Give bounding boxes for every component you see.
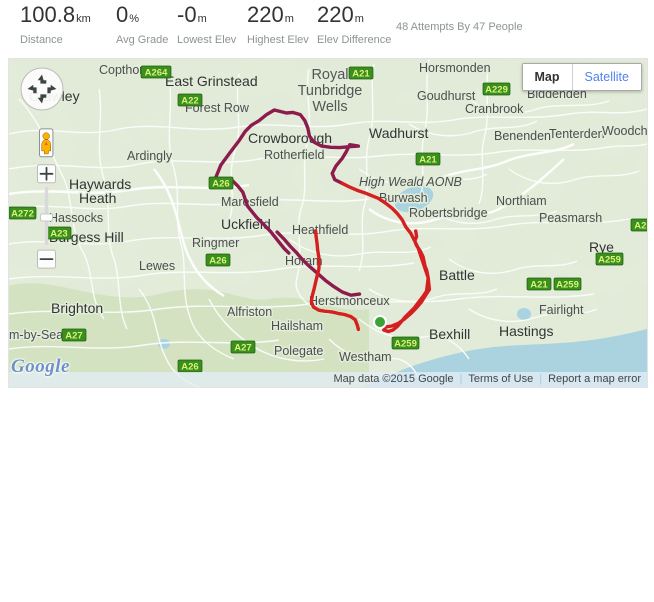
svg-text:Royal: Royal	[311, 67, 348, 83]
svg-text:Hastings: Hastings	[499, 323, 553, 339]
svg-text:Battle: Battle	[439, 267, 475, 283]
svg-text:A26: A26	[181, 362, 198, 373]
svg-text:A26: A26	[212, 179, 229, 190]
svg-text:Hailsham: Hailsham	[271, 319, 323, 333]
svg-text:A21: A21	[419, 155, 437, 166]
svg-text:Wells: Wells	[312, 99, 347, 115]
svg-text:Tenterden: Tenterden	[549, 127, 605, 141]
svg-text:Heath: Heath	[79, 190, 116, 206]
svg-text:Alfriston: Alfriston	[227, 305, 272, 319]
svg-text:Bexhill: Bexhill	[429, 326, 470, 342]
svg-text:m-by-Sea: m-by-Sea	[9, 328, 63, 342]
svg-text:East Grinstead: East Grinstead	[165, 73, 258, 89]
svg-text:Ardingly: Ardingly	[127, 149, 173, 163]
svg-text:Cranbrook: Cranbrook	[465, 102, 524, 116]
svg-text:A21: A21	[352, 69, 370, 80]
svg-text:Polegate: Polegate	[274, 344, 323, 358]
svg-text:A272: A272	[11, 209, 34, 220]
svg-text:Wadhurst: Wadhurst	[369, 125, 429, 141]
svg-text:Fairlight: Fairlight	[539, 303, 584, 317]
svg-text:A26: A26	[209, 256, 226, 267]
svg-text:Tunbridge: Tunbridge	[298, 83, 363, 99]
svg-text:A229: A229	[485, 85, 508, 96]
svg-text:Lewes: Lewes	[139, 259, 175, 273]
svg-text:Northiam: Northiam	[496, 194, 547, 208]
svg-text:Brighton: Brighton	[51, 300, 103, 316]
svg-text:Benenden: Benenden	[494, 129, 551, 143]
svg-text:Goudhurst: Goudhurst	[417, 89, 476, 103]
svg-text:A259: A259	[598, 255, 621, 266]
svg-text:A259: A259	[556, 280, 579, 291]
svg-text:A27: A27	[234, 343, 251, 354]
svg-text:Woodchurch: Woodchurch	[602, 124, 647, 138]
svg-text:Rotherfield: Rotherfield	[264, 148, 324, 162]
svg-text:High Weald AONB: High Weald AONB	[359, 175, 462, 189]
svg-text:Peasmarsh: Peasmarsh	[539, 211, 602, 225]
svg-text:A259: A259	[394, 339, 417, 350]
svg-text:Westham: Westham	[339, 350, 392, 364]
svg-text:A25: A25	[634, 221, 647, 232]
svg-text:Rye: Rye	[589, 239, 614, 255]
svg-text:Robertsbridge: Robertsbridge	[409, 206, 488, 220]
svg-text:A22: A22	[181, 96, 198, 107]
svg-text:A264: A264	[145, 68, 168, 79]
svg-text:Heathfield: Heathfield	[292, 223, 348, 237]
svg-text:Hassocks: Hassocks	[49, 211, 103, 225]
svg-text:Horsmonden: Horsmonden	[419, 61, 491, 75]
svg-text:A21: A21	[530, 280, 548, 291]
svg-text:A27: A27	[65, 331, 82, 342]
svg-text:Ringmer: Ringmer	[192, 236, 239, 250]
svg-text:A23: A23	[50, 229, 67, 240]
